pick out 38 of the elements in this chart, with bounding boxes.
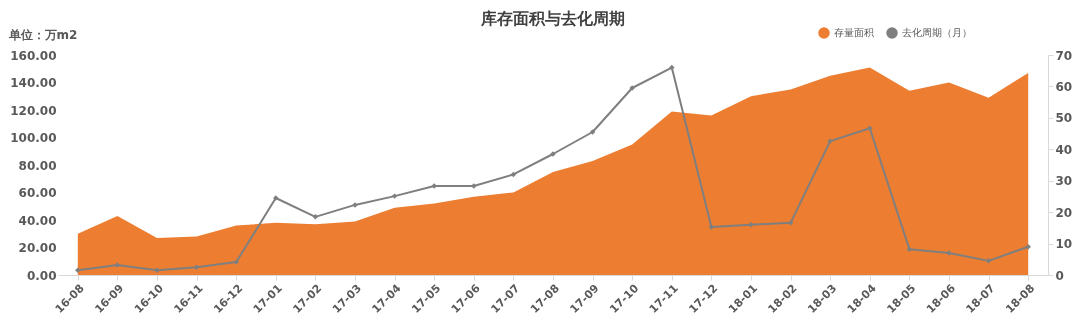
legend-label: 去化周期（月） bbox=[902, 27, 972, 38]
point bbox=[589, 129, 596, 135]
y-tick-label: 80.00 bbox=[18, 158, 57, 173]
y2-tick-label: 40 bbox=[1055, 142, 1073, 157]
y2-tick-label: 20 bbox=[1055, 205, 1073, 220]
y2-tick-label: 30 bbox=[1055, 174, 1073, 189]
point bbox=[669, 64, 675, 71]
point bbox=[391, 193, 398, 199]
point bbox=[233, 259, 239, 265]
y2-tick-label: 10 bbox=[1055, 237, 1073, 252]
y-tick-label: 40.00 bbox=[18, 213, 57, 228]
point bbox=[193, 264, 200, 270]
y2-tick-label: 70 bbox=[1055, 48, 1073, 63]
point bbox=[1025, 243, 1031, 250]
y-tick-label: 120.00 bbox=[10, 103, 57, 118]
y2-tick-label: 60 bbox=[1055, 79, 1073, 94]
y-tick-label: 60.00 bbox=[18, 186, 57, 200]
y-tick-label: 100.00 bbox=[10, 131, 57, 145]
point bbox=[787, 220, 794, 226]
point bbox=[827, 138, 833, 144]
point bbox=[708, 224, 715, 230]
legend-label: 存量面积 bbox=[834, 27, 874, 38]
point bbox=[312, 214, 319, 220]
point bbox=[154, 267, 160, 274]
y-tick-label: 0.00 bbox=[26, 268, 57, 283]
point bbox=[114, 262, 121, 268]
point bbox=[906, 246, 913, 252]
y2-tick-label: 0 bbox=[1055, 268, 1064, 283]
y-tick-label: 140.00 bbox=[10, 76, 57, 90]
y-tick-label: 160.00 bbox=[10, 48, 57, 63]
point bbox=[985, 258, 992, 264]
y-tick-label: 20.00 bbox=[18, 241, 57, 255]
point bbox=[867, 125, 873, 131]
point bbox=[748, 221, 754, 228]
point bbox=[75, 267, 81, 274]
y-axis-title: 单位：万m2 bbox=[7, 27, 78, 42]
y2-tick-label: 50 bbox=[1055, 111, 1073, 126]
chart-title: 库存面积与去化周期 bbox=[480, 9, 625, 28]
